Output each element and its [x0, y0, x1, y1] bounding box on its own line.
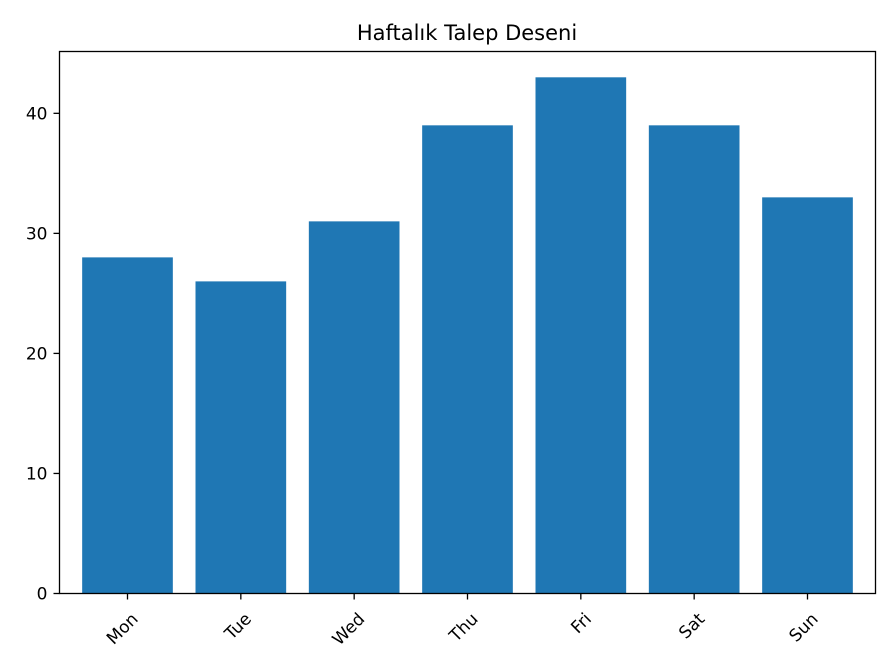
- y-tick-label: 40: [26, 104, 48, 124]
- y-tick-label: 20: [26, 344, 48, 364]
- bar-fri: [535, 77, 627, 594]
- x-tick-label-thu: Thu: [445, 609, 482, 646]
- y-tick-label: 10: [26, 464, 48, 484]
- bar-tue: [195, 281, 287, 594]
- bar-sun: [762, 197, 853, 594]
- x-axis: Mon Tue Wed Thu Fri Sat Sun: [103, 593, 823, 650]
- x-tick-label-sun: Sun: [786, 609, 823, 646]
- y-tick-label: 0: [37, 585, 48, 605]
- bar-wed: [308, 221, 400, 594]
- bar-mon: [82, 257, 173, 594]
- chart-title: Haftalık Talep Deseni: [357, 21, 577, 45]
- bars-group: [82, 77, 853, 594]
- x-tick-label-sat: Sat: [675, 609, 709, 643]
- plot-frame: [58, 50, 877, 595]
- bar-thu: [422, 125, 513, 594]
- y-tick-label: 30: [26, 224, 48, 244]
- x-tick-label-mon: Mon: [103, 609, 142, 648]
- bar-sat: [648, 125, 740, 594]
- x-tick-label-wed: Wed: [329, 609, 369, 649]
- y-axis: 0 10 20 30 40: [26, 104, 60, 605]
- x-tick-label-fri: Fri: [567, 609, 595, 637]
- x-tick-label-tue: Tue: [220, 609, 255, 644]
